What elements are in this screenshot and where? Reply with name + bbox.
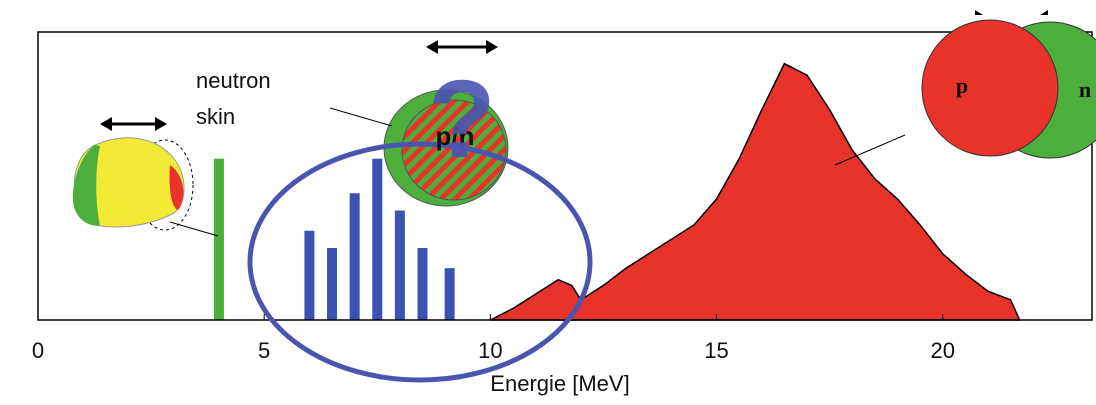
bar bbox=[444, 268, 455, 320]
plot-area bbox=[213, 62, 1021, 321]
annotation: skin bbox=[196, 104, 235, 129]
bar bbox=[304, 230, 315, 320]
annotation: n bbox=[1079, 77, 1091, 102]
bar bbox=[327, 248, 338, 320]
x-tick-label: 10 bbox=[478, 338, 502, 363]
x-tick-label: 0 bbox=[32, 338, 44, 363]
bar bbox=[394, 210, 405, 320]
bar bbox=[213, 158, 224, 320]
annotation: ? bbox=[428, 58, 495, 181]
x-axis-label: Energie [MeV] bbox=[490, 371, 629, 396]
bar bbox=[349, 193, 360, 320]
gdr-nucleus bbox=[834, 10, 1096, 166]
highlight-ellipse bbox=[247, 141, 593, 383]
annotation: p/n bbox=[436, 121, 475, 151]
annotation: p bbox=[956, 73, 968, 98]
x-tick-label: 5 bbox=[258, 338, 270, 363]
deformed-nucleus bbox=[72, 117, 219, 237]
skin-nucleus bbox=[247, 40, 593, 383]
bar bbox=[372, 158, 383, 320]
x-tick-label: 20 bbox=[930, 338, 954, 363]
bar bbox=[417, 248, 428, 320]
x-tick-label: 15 bbox=[704, 338, 728, 363]
annotation: neutron bbox=[196, 68, 271, 93]
area bbox=[490, 62, 1021, 321]
